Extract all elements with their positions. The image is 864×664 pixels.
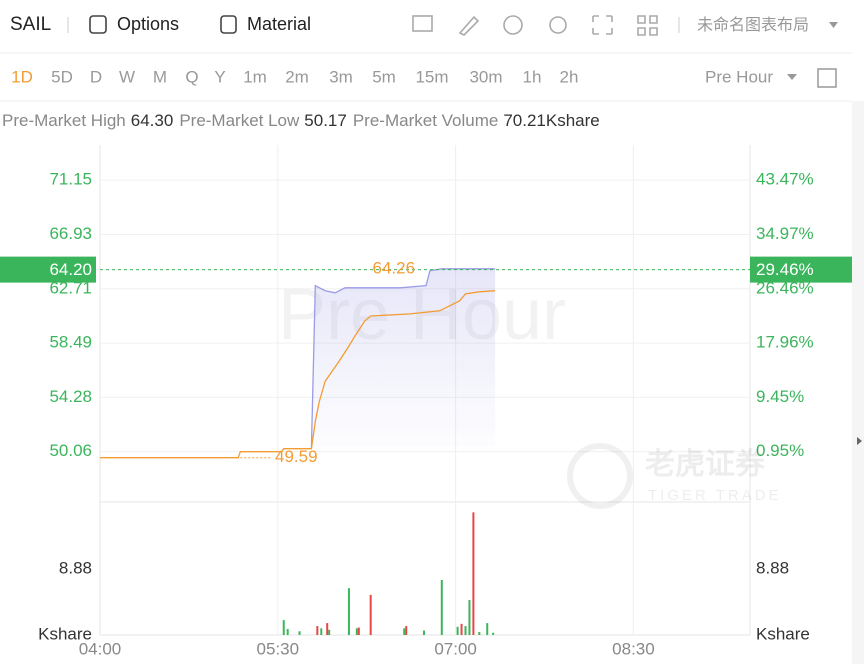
volume-bar — [423, 630, 426, 635]
volume-bar — [403, 628, 406, 635]
y2-tick-label: 0.95% — [756, 441, 804, 460]
settings-icon[interactable] — [549, 16, 567, 34]
options-button[interactable]: Options — [117, 14, 179, 34]
symbol[interactable]: SAIL — [10, 14, 51, 35]
logo-mark — [567, 443, 633, 509]
volume-tick-label: Kshare — [756, 624, 810, 643]
period-tab[interactable]: Q — [185, 67, 198, 86]
volume-bar — [472, 512, 475, 635]
draw-icon[interactable] — [458, 15, 480, 36]
y-tick-label: 58.49 — [49, 333, 92, 352]
stat-label: Pre-Market High — [2, 111, 126, 130]
period-tab[interactable]: 1m — [243, 67, 267, 86]
logo-tagline: TIGER TRADE — [648, 487, 782, 504]
stat-value: 50.17 — [304, 111, 347, 130]
volume-bar — [357, 627, 360, 635]
price-line — [310, 268, 496, 449]
period-tab[interactable]: 1D — [11, 67, 33, 86]
tool-icons — [412, 15, 658, 36]
expand-icon[interactable] — [817, 68, 837, 88]
y2-tick-label: 43.47% — [756, 170, 814, 189]
volume-bar — [456, 626, 459, 635]
options-icon[interactable] — [89, 15, 107, 34]
material-button[interactable]: Material — [247, 14, 311, 34]
period-tab[interactable]: 2h — [560, 67, 579, 86]
volume-bar — [486, 623, 489, 635]
stat-label: Pre-Market Low — [179, 111, 300, 130]
volume-tick-label: 8.88 — [756, 558, 789, 577]
period-tab[interactable]: 1h — [523, 67, 542, 86]
fullscreen-icon[interactable] — [592, 15, 613, 35]
y2-tick-label: 9.45% — [756, 387, 804, 406]
x-tick-label: 07:00 — [434, 639, 477, 658]
period-tab[interactable]: D — [90, 67, 102, 86]
volume-tick-label: Kshare — [38, 624, 92, 643]
x-tick-label: 04:00 — [79, 639, 122, 658]
volume-bar — [326, 623, 329, 635]
volume-bar — [478, 632, 481, 635]
price-line — [100, 290, 496, 459]
material-icon[interactable] — [220, 15, 237, 34]
period-tab[interactable]: 5m — [372, 67, 396, 86]
y-tick-label: 62.71 — [49, 278, 92, 297]
volume-bar — [316, 626, 319, 635]
volume-bar — [440, 579, 443, 635]
layout-name[interactable]: 未命名图表布局 — [697, 16, 809, 34]
volume-tick-label: 8.88 — [59, 558, 92, 577]
side-strip — [852, 101, 864, 664]
refresh-icon[interactable] — [503, 15, 523, 35]
last-price-label: 64.20 — [49, 260, 92, 279]
stat-value: 64.30 — [131, 111, 174, 130]
volume-bar — [328, 629, 331, 635]
layout-icon[interactable] — [637, 15, 658, 36]
period-tab[interactable]: 2m — [285, 67, 309, 86]
dropdown-arrow[interactable] — [829, 22, 838, 28]
period-tab[interactable]: 30m — [469, 67, 502, 86]
stat-value: 70.21Kshare — [503, 111, 599, 130]
period-tab[interactable]: M — [153, 67, 167, 86]
last-change-label: 29.46% — [756, 260, 814, 279]
last-change-badge — [750, 256, 852, 283]
y2-tick-label: 34.97% — [756, 224, 814, 243]
period-bar: 1D 5D D W M Q Y 1m 2m 3m 5m 15m 30m 1h 2h — [11, 67, 578, 86]
stats-line: Pre-Market High 64.30 Pre-Market Low 50.17 P… — [2, 111, 600, 130]
logo-name: 老虎证券 — [645, 448, 766, 481]
period-tab[interactable]: 5D — [51, 67, 73, 86]
last-price-badge — [0, 256, 96, 283]
x-tick-label: 08:30 — [612, 639, 655, 658]
y2-tick-label: 26.46% — [756, 278, 814, 297]
volume-bar — [464, 626, 467, 635]
annotation-label: 49.59 — [275, 447, 318, 466]
period-tab[interactable]: 15m — [415, 67, 448, 86]
x-tick-label: 05:30 — [257, 639, 300, 658]
y-tick-label: 50.06 — [49, 441, 92, 460]
dropdown-arrow[interactable] — [787, 74, 797, 80]
mode-select[interactable]: Pre Hour — [705, 67, 773, 86]
price-area — [311, 268, 496, 449]
y2-tick-label: 17.96% — [756, 333, 814, 352]
volume-bar — [369, 594, 372, 635]
volume-bar — [320, 628, 323, 635]
stat-label: Pre-Market Volume — [353, 111, 499, 130]
volume-bar — [492, 632, 495, 635]
volume-bar — [355, 628, 358, 635]
period-tab[interactable]: W — [119, 67, 135, 86]
indicator-icon[interactable] — [412, 15, 433, 32]
annotation-label: 64.26 — [373, 258, 416, 277]
volume-bar — [405, 626, 408, 635]
volume-bar — [468, 600, 471, 635]
volume-bar — [282, 620, 285, 635]
volume-bar — [460, 623, 463, 635]
y-tick-label: 54.28 — [49, 387, 92, 406]
volume-bar — [347, 588, 350, 635]
y-tick-label: 71.15 — [49, 170, 92, 189]
period-tab[interactable]: 3m — [329, 67, 353, 86]
period-tab[interactable]: Y — [214, 67, 225, 86]
y-tick-label: 66.93 — [49, 224, 92, 243]
side-arrow[interactable] — [857, 437, 862, 445]
volume-bar — [298, 631, 301, 635]
volume-bar — [286, 629, 289, 635]
